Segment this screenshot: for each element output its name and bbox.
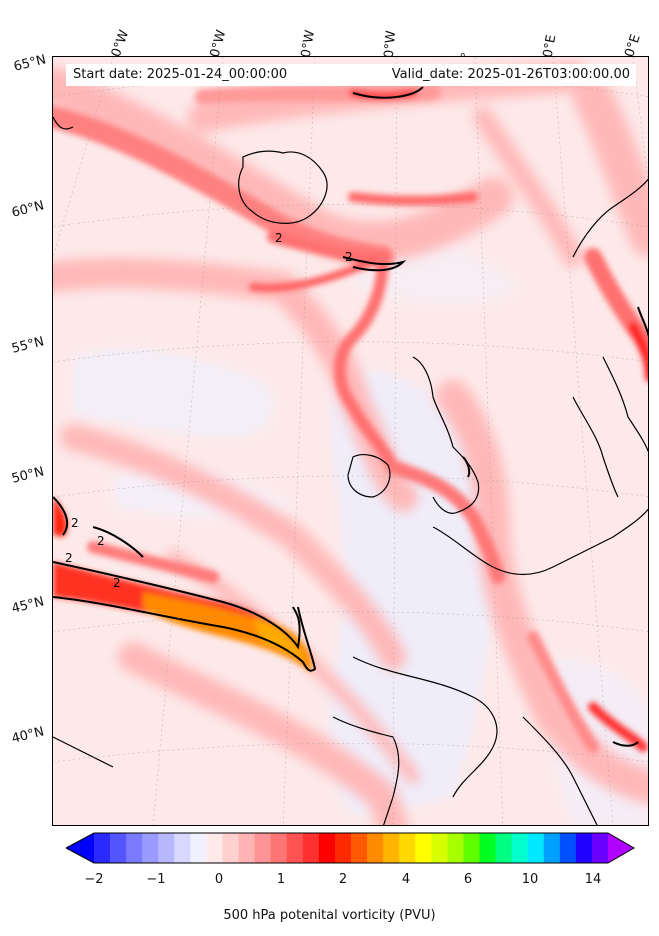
colorbar-swatch xyxy=(495,833,513,863)
contour-label: 2 xyxy=(345,250,353,264)
lat-label-40n: 40°N xyxy=(10,724,46,747)
contour-label: 2 xyxy=(65,551,73,565)
colorbar-swatch xyxy=(511,833,529,863)
colorbar-outline xyxy=(66,832,636,864)
iceland-outline xyxy=(238,150,328,224)
cbar-tick: 2 xyxy=(338,872,348,887)
colorbar-swatch xyxy=(318,833,336,863)
cbar-tick: 14 xyxy=(584,872,602,887)
colorbar-swatch xyxy=(383,833,400,863)
colorbar-swatch xyxy=(174,833,191,863)
colorbar-swatch xyxy=(254,833,272,863)
colorbar-swatch xyxy=(238,833,256,863)
low-pv-regions xyxy=(73,230,648,825)
pv-field: 2 2 2 2 2 2 xyxy=(53,57,648,825)
colorbar-swatch xyxy=(447,833,464,863)
colorbar-swatch xyxy=(431,833,448,863)
colorbar-extend-max xyxy=(608,833,634,863)
contour-label: 2 xyxy=(113,576,121,590)
colorbar-swatch xyxy=(479,833,497,863)
contour-label: 2 xyxy=(275,231,283,245)
colorbar-swatch xyxy=(463,833,480,863)
coastlines xyxy=(53,116,648,825)
lat-label-45n: 45°N xyxy=(10,594,46,617)
ireland-outline xyxy=(347,454,391,498)
lat-label-60n: 60°N xyxy=(10,198,46,221)
cbar-tick: 4 xyxy=(401,872,411,887)
cbar-tick: 10 xyxy=(521,872,539,887)
colorbar-swatch xyxy=(559,833,577,863)
colorbar-swatch xyxy=(399,833,416,863)
colorbar-swatch xyxy=(270,833,288,863)
colorbar-swatch xyxy=(206,833,223,863)
colorbar-swatch xyxy=(222,833,240,863)
pv2-contours xyxy=(53,86,648,747)
lat-label-55n: 55°N xyxy=(10,334,46,357)
valid-date: Valid_date: 2025-01-26T03:00:00.00 xyxy=(391,67,630,82)
date-info-bar: Start date: 2025-01-24_00:00:00 Valid_da… xyxy=(66,64,636,86)
colorbar-swatch xyxy=(142,833,159,863)
colorbar-swatch xyxy=(527,833,545,863)
colorbar-swatch xyxy=(334,833,352,863)
colorbar-swatch xyxy=(351,833,368,863)
cbar-tick: −1 xyxy=(146,872,166,887)
start-date: Start date: 2025-01-24_00:00:00 xyxy=(73,67,288,82)
colorbar-extend-min xyxy=(66,833,94,863)
colorbar xyxy=(66,832,636,864)
colorbar-swatch xyxy=(286,833,304,863)
great-britain-outline xyxy=(412,356,480,514)
colorbar-label: 500 hPa potenital vorticity (PVU) xyxy=(223,908,436,923)
cbar-tick: 0 xyxy=(214,872,224,887)
cbar-tick: 1 xyxy=(276,872,286,887)
lat-label-50n: 50°N xyxy=(10,464,46,487)
colorbar-swatch xyxy=(94,833,111,863)
colorbar-swatch xyxy=(591,833,609,863)
graticule xyxy=(53,57,648,825)
contour-label: 2 xyxy=(97,534,105,548)
colorbar-swatch xyxy=(367,833,384,863)
pv-streak xyxy=(53,497,313,672)
cbar-tick: −2 xyxy=(84,872,104,887)
contour-labels: 2 2 2 2 2 2 xyxy=(65,231,353,590)
colorbar-swatch xyxy=(126,833,143,863)
colorbar-swatch xyxy=(158,833,175,863)
colorbar-swatch xyxy=(543,833,561,863)
pv-map[interactable]: 2 2 2 2 2 2 xyxy=(52,56,649,826)
colorbar-swatch xyxy=(190,833,207,863)
colorbar-swatch xyxy=(575,833,593,863)
lat-label-65n: 65°N xyxy=(12,52,48,75)
colorbar-swatch xyxy=(302,833,320,863)
contour-label: 2 xyxy=(71,516,79,530)
colorbar-swatch xyxy=(415,833,432,863)
colorbar-swatch xyxy=(110,833,127,863)
cbar-tick: 6 xyxy=(463,872,473,887)
